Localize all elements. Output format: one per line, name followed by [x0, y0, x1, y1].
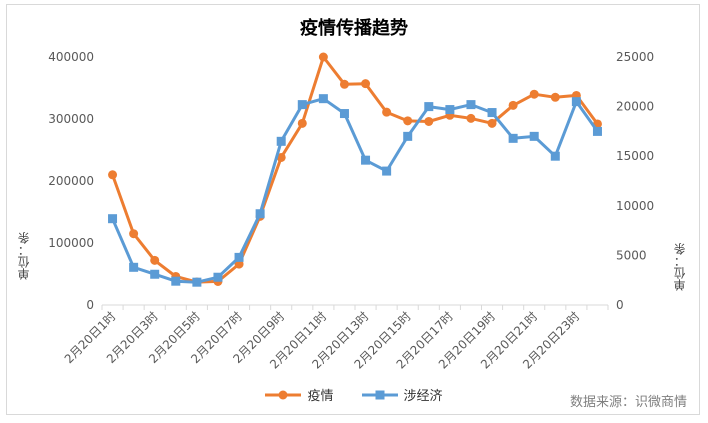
data-point — [382, 166, 392, 176]
chart-title: 疫情传播趋势 — [300, 18, 408, 39]
legend: 疫情 涉经济 — [0, 385, 708, 404]
legend-label-series-1: 涉经济 — [403, 389, 443, 404]
series-0 — [108, 52, 602, 287]
right-y-tick-label: 0 — [616, 298, 624, 312]
left-y-tick-label: 300000 — [48, 112, 94, 126]
data-point — [592, 126, 602, 136]
series-line-0 — [111, 55, 599, 284]
chart-axes: 0 100000 200000 300000 400000 0 5000 10000 15000… — [48, 50, 654, 312]
data-point — [171, 276, 181, 286]
series-line-1 — [111, 97, 599, 284]
chart-frame — [6, 4, 700, 415]
right-y-tick-label: 5000 — [616, 248, 647, 262]
data-point — [445, 105, 455, 115]
data-point — [382, 107, 392, 117]
data-point — [508, 133, 518, 143]
right-y-tick-label: 15000 — [616, 149, 654, 163]
data-point — [339, 79, 349, 89]
data-point — [466, 113, 476, 123]
legend-swatch-series-0 — [265, 390, 302, 399]
left-y-tick-label: 200000 — [48, 174, 94, 188]
data-point — [318, 94, 328, 104]
data-point — [276, 152, 286, 162]
data-point — [361, 79, 371, 89]
data-point — [150, 269, 160, 279]
data-point — [403, 116, 413, 126]
data-point — [255, 209, 265, 219]
data-point — [424, 116, 434, 126]
data-point — [276, 136, 286, 146]
data-point — [129, 262, 139, 272]
left-y-tick-label: 400000 — [48, 50, 94, 64]
data-point — [339, 109, 349, 119]
data-point — [403, 131, 413, 141]
right-y-tick-label: 20000 — [616, 100, 654, 114]
data-point — [234, 252, 244, 262]
data-point — [129, 229, 139, 239]
data-point — [529, 131, 539, 141]
right-y-tick-label: 10000 — [616, 199, 654, 213]
left-y-tick-label: 0 — [86, 298, 94, 312]
left-y-tick-label: 100000 — [48, 236, 94, 250]
data-point — [297, 118, 307, 128]
data-point — [297, 100, 307, 110]
series-1 — [108, 94, 602, 287]
legend-swatch-series-1 — [361, 390, 398, 399]
x-tick-labels: 2月20日1时2月20日3时2月20日5时2月20日7时2月20日9时2月20日… — [62, 309, 583, 371]
data-point — [213, 272, 223, 282]
source-note: 数据来源：识微商情 — [569, 395, 687, 410]
data-point — [508, 100, 518, 110]
data-point — [487, 118, 497, 128]
data-point — [529, 89, 539, 99]
data-point — [108, 214, 118, 224]
data-point — [550, 92, 560, 102]
data-point — [424, 102, 434, 112]
data-point — [318, 52, 328, 62]
legend-label-series-0: 疫情 — [307, 389, 334, 404]
data-point — [550, 151, 560, 161]
data-point — [571, 97, 581, 107]
data-point — [150, 255, 160, 265]
data-point — [192, 277, 202, 287]
data-point — [466, 100, 476, 110]
data-point — [361, 155, 371, 165]
right-y-tick-label: 25000 — [616, 50, 654, 64]
legend-item-series-1: 涉经济 — [361, 385, 443, 404]
data-point — [487, 108, 497, 118]
legend-item-series-0: 疫情 — [265, 385, 334, 404]
series-layer — [108, 52, 602, 287]
data-point — [108, 170, 118, 180]
